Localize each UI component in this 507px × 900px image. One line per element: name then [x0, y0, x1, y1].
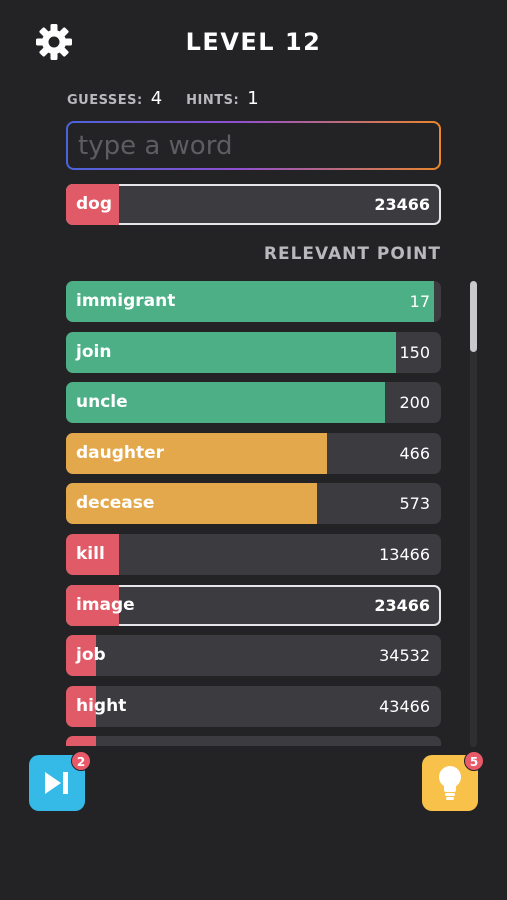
guess-row[interactable]: job 34532 [66, 635, 441, 677]
stats-bar: GUESSES: 4 HINTS: 1 [67, 88, 259, 110]
guess-fill-bar [66, 281, 434, 322]
guess-score: 43466 [379, 696, 430, 716]
guess-row[interactable]: image 23466 [66, 584, 441, 626]
word-input[interactable] [68, 123, 439, 168]
current-guess-score: 23466 [374, 195, 430, 214]
guess-score: 200 [399, 393, 430, 413]
guess-word: join [76, 341, 112, 362]
guess-row[interactable] [66, 736, 441, 746]
level-title: LEVEL 12 [185, 28, 322, 56]
guess-word: daughter [76, 442, 165, 463]
scrollbar-thumb[interactable] [470, 281, 477, 352]
scrollbar-track[interactable] [470, 281, 477, 747]
guess-fill-bar [66, 483, 318, 525]
guess-list[interactable]: immigrant 17 join 150 uncle 200 daughter 466 dec… [0, 280, 507, 746]
guess-word: uncle [76, 392, 128, 413]
hint-count-badge: 5 [464, 751, 484, 771]
guess-score: 23466 [374, 595, 430, 615]
guess-row[interactable]: decease 573 [66, 483, 441, 525]
guess-row[interactable]: join 150 [66, 331, 441, 373]
guess-word: image [76, 594, 135, 615]
current-guess-row[interactable]: dog 23466 [66, 184, 441, 225]
settings-gear-button[interactable] [34, 22, 74, 62]
guess-fill-bar [66, 432, 327, 474]
hints-count: 1 [247, 88, 259, 109]
guess-word: kill [76, 544, 105, 564]
hints-label: HINTS: [186, 93, 240, 108]
guess-word: immigrant [76, 291, 176, 311]
gear-icon [36, 24, 72, 60]
guess-fill-bar [66, 382, 385, 424]
guess-fill-bar [66, 534, 119, 575]
guess-score: 34532 [379, 646, 430, 666]
guess-score: 466 [399, 443, 430, 463]
guess-row[interactable]: daughter 466 [66, 432, 441, 474]
guess-row[interactable]: immigrant 17 [66, 281, 441, 322]
guess-score: 573 [399, 494, 430, 514]
guess-word: decease [76, 493, 155, 514]
guess-row[interactable]: kill 13466 [66, 534, 441, 575]
word-input-container [66, 121, 441, 170]
current-guess-fill [66, 184, 119, 225]
guesses-count: 4 [150, 88, 163, 109]
lightbulb-icon [439, 766, 461, 800]
guess-row[interactable]: uncle 200 [66, 382, 441, 424]
guess-fill-bar [66, 685, 96, 727]
skip-forward-icon [45, 772, 68, 794]
guess-score: 150 [399, 342, 430, 362]
guess-fill-bar [66, 584, 119, 626]
guess-row[interactable]: hight 43466 [66, 685, 441, 727]
guess-fill-bar [66, 635, 96, 677]
guess-fill-bar [66, 736, 96, 746]
current-guess-word: dog [76, 194, 113, 214]
guesses-label: GUESSES: [67, 93, 143, 108]
relevant-point-header: RELEVANT POINT [263, 244, 441, 264]
guess-score: 13466 [379, 545, 430, 564]
guess-word: job [76, 645, 106, 666]
guess-score: 17 [409, 292, 430, 311]
skip-count-badge: 2 [71, 751, 91, 771]
guess-word: hight [76, 695, 127, 716]
guess-fill-bar [66, 331, 396, 373]
